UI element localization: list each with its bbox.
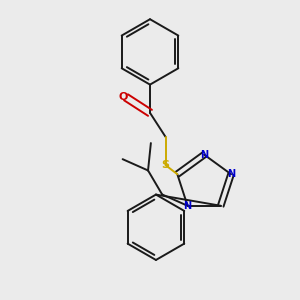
Text: S: S	[161, 160, 169, 170]
Text: N: N	[184, 201, 192, 211]
Text: N: N	[200, 150, 208, 160]
Text: N: N	[227, 169, 235, 179]
Text: O: O	[118, 92, 128, 102]
